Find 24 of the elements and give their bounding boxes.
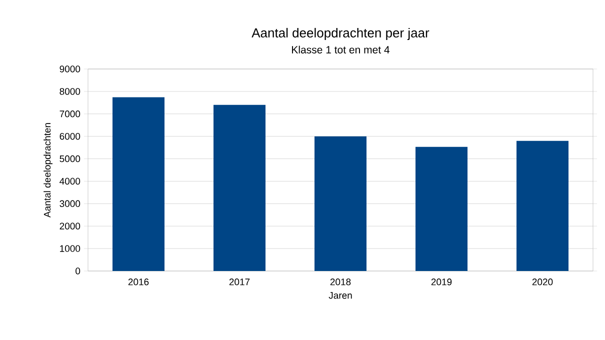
x-axis-title: Jaren	[328, 292, 352, 299]
y-tick-label: 0	[76, 268, 80, 274]
bar	[112, 97, 164, 271]
x-tick-label: 2019	[431, 278, 452, 286]
bar	[314, 136, 366, 271]
chart-title: Aantal deelopdrachten per jaar	[252, 28, 430, 40]
x-tick-label: 2017	[229, 278, 250, 286]
chart-subtitle: Klasse 1 tot en met 4	[292, 46, 390, 54]
y-tick-label: 6000	[60, 132, 80, 140]
bar	[416, 146, 468, 271]
x-tick-label: 2018	[330, 278, 351, 286]
y-tick-label: 4000	[60, 178, 80, 185]
y-tick-label: 1000	[60, 245, 80, 252]
y-tick-label: 2000	[60, 222, 80, 230]
bar	[214, 104, 266, 271]
x-tick-label: 2020	[532, 278, 553, 286]
x-tick-label: 2016	[128, 278, 149, 286]
y-axis-title: Aantal deelopdrachten	[44, 123, 52, 218]
y-tick-label: 7000	[60, 110, 80, 118]
y-tick-label: 9000	[60, 66, 80, 72]
y-tick-label: 8000	[60, 88, 80, 95]
y-tick-label: 5000	[60, 155, 80, 162]
y-tick-label: 3000	[60, 200, 80, 208]
bar	[516, 140, 568, 271]
